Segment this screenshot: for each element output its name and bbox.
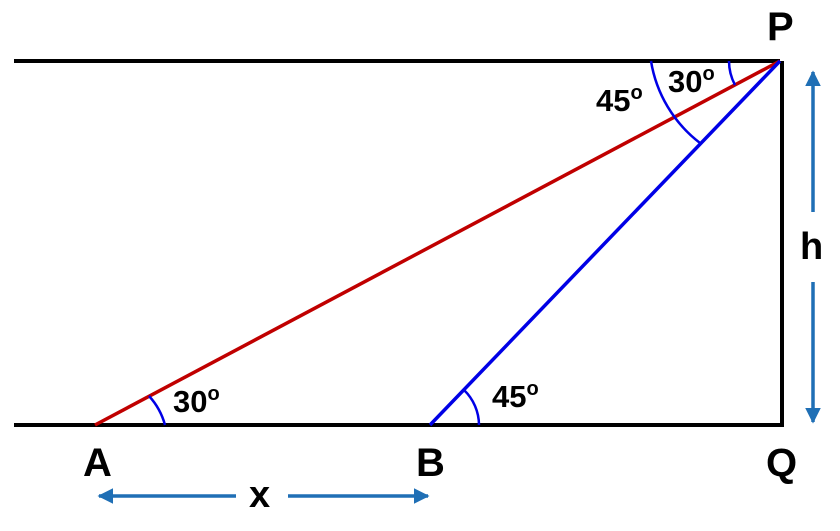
angle-label-A: 30o [173,383,220,419]
angle-arc-B [463,389,481,426]
angle-value-A: 30 [173,384,207,419]
angle-value-B: 45 [492,379,526,414]
degree-mark-B: o [526,378,538,400]
angle-value-P-30: 30 [668,64,702,99]
degree-mark-A: o [207,383,219,405]
angle-label-P-45: 45o [596,82,643,118]
angle-arc-A [148,395,167,426]
angle-value-P-45: 45 [596,83,630,118]
sight-line-AP [94,59,781,427]
point-label-B: B [416,441,445,485]
angle-arc-P-depression-B [649,60,701,144]
distance-label-x: x [249,474,270,516]
degree-mark-P-30: o [702,63,714,85]
angle-label-P-30: 30o [668,63,715,99]
degree-mark-P-45: o [630,82,642,104]
angle-label-B: 45o [492,378,539,414]
point-label-Q: Q [766,441,797,485]
angle-arc-P-depression-A [727,60,737,86]
sight-line-BP [428,59,782,427]
point-label-A: A [83,441,112,485]
height-label-h: h [800,226,823,268]
point-label-P: P [767,5,794,49]
